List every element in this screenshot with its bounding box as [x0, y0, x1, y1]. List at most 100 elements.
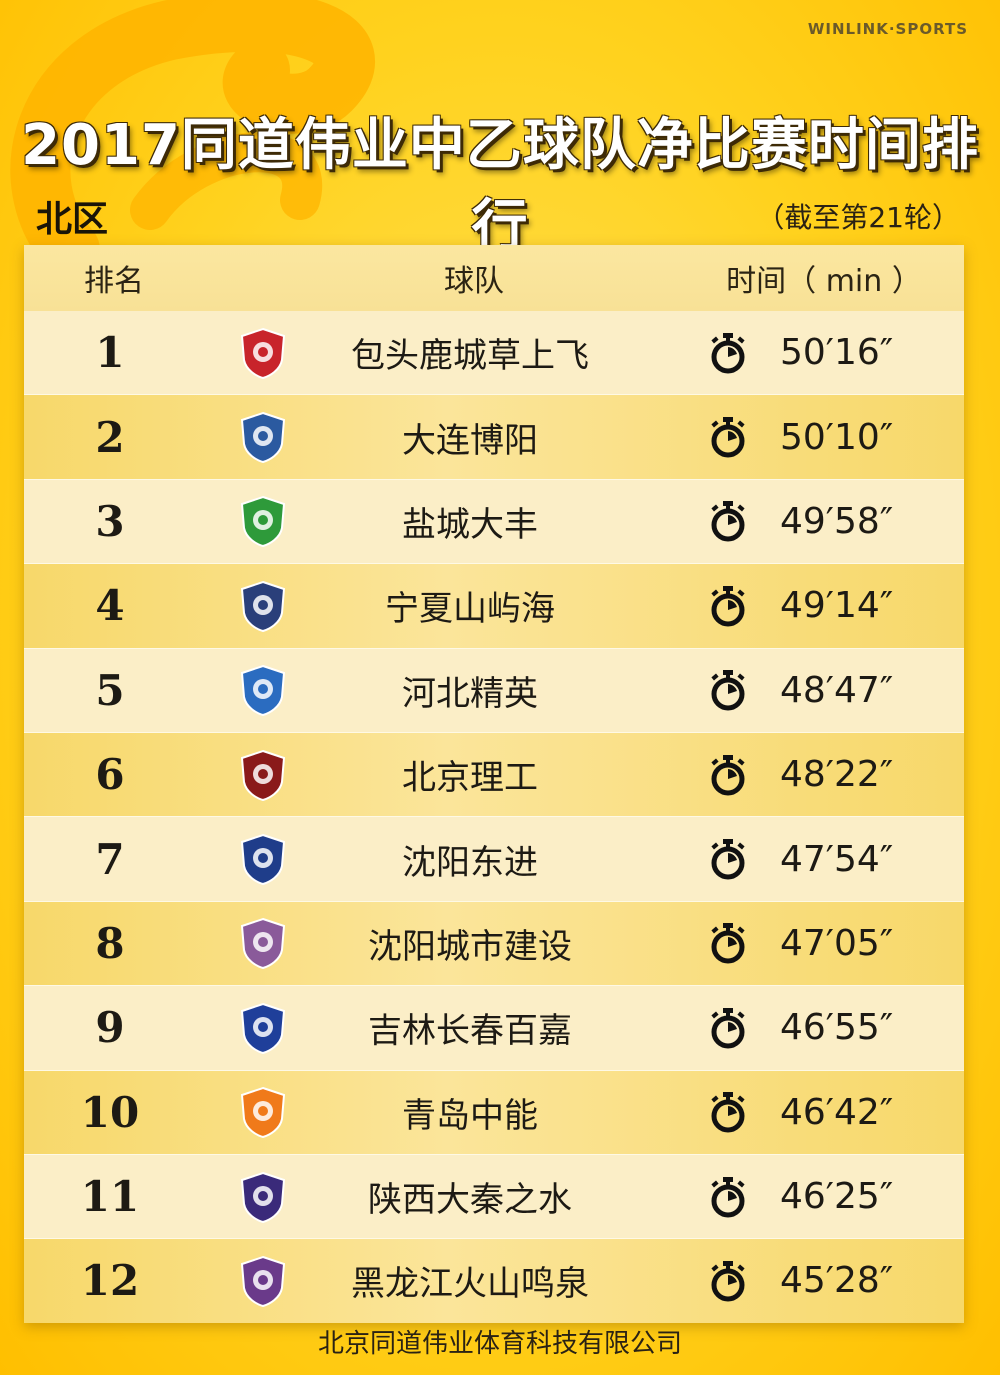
rank-number: 9 — [95, 1003, 125, 1053]
rank-number: 7 — [95, 834, 125, 884]
stopwatch-icon — [711, 1176, 745, 1218]
time-cell: 45′28″ — [708, 1260, 893, 1302]
rank-number: 8 — [95, 918, 125, 968]
row-divider — [24, 394, 964, 396]
round-blue-red-icon — [240, 412, 286, 464]
shield-wolf-icon — [240, 1171, 286, 1223]
crest-purple-icon — [240, 1255, 286, 1308]
stopwatch-icon — [711, 839, 745, 880]
header-time: 时间（ min ） — [726, 264, 922, 299]
header-team: 球队 — [444, 264, 504, 299]
table-row: 9 吉林长春百嘉 46′55″ — [24, 986, 964, 1070]
net-time: 50′16″ — [780, 332, 894, 374]
row-divider — [24, 478, 964, 480]
net-time: 49′14″ — [780, 585, 894, 627]
net-time: 47′05″ — [780, 922, 894, 964]
team-name: 青岛中能 — [402, 1095, 538, 1136]
shield-red-icon — [240, 327, 286, 379]
team-name: 河北精英 — [402, 673, 538, 714]
row-divider — [24, 1238, 964, 1240]
time-cell: 48′47″ — [708, 669, 893, 711]
shield-purple-icon — [240, 918, 286, 970]
table-row: 7 沈阳东进 47′54″ — [24, 817, 964, 901]
table-body: 1 包头鹿城草上飞 50′16″ 2 大连博阳 50′10″ 3 盐城大丰 49′58″ 4 宁夏山… — [24, 311, 964, 1323]
footer-company: 北京同道伟业体育科技有限公司 — [317, 1329, 682, 1359]
region-label: 北区 — [36, 199, 109, 240]
team-name: 大连博阳 — [402, 420, 538, 461]
table-row: 6 北京理工 48′22″ — [24, 732, 964, 817]
table-row: 4 宁夏山屿海 49′14″ — [24, 564, 964, 648]
time-cell: 47′05″ — [708, 922, 893, 964]
row-divider — [24, 563, 964, 565]
rank-number: 1 — [95, 328, 125, 378]
net-time: 48′47″ — [780, 669, 894, 711]
team-name: 沈阳东进 — [402, 842, 538, 883]
rank-number: 2 — [95, 412, 125, 462]
table-row: 8 沈阳城市建设 47′05″ — [24, 901, 964, 986]
time-cell: 49′14″ — [708, 585, 893, 627]
round-maroon-icon — [240, 749, 286, 801]
row-divider — [24, 1069, 964, 1071]
table-row: 5 河北精英 48′47″ — [24, 648, 964, 732]
stopwatch-icon — [711, 585, 745, 627]
stopwatch-icon — [711, 923, 745, 964]
table-row: 11 陕西大秦之水 46′25″ — [24, 1154, 964, 1239]
row-divider — [24, 731, 964, 733]
rank-number: 4 — [95, 581, 125, 631]
net-time: 48′22″ — [780, 754, 894, 796]
table-row: 3 盐城大丰 49′58″ — [24, 479, 964, 564]
time-cell: 49′58″ — [708, 500, 893, 542]
stopwatch-icon — [711, 501, 745, 542]
net-time: 49′58″ — [780, 500, 894, 542]
decorative-swirl-icon — [10, 0, 375, 260]
time-cell: 46′25″ — [708, 1176, 893, 1218]
team-name: 盐城大丰 — [402, 504, 538, 545]
net-time: 46′42″ — [780, 1091, 894, 1133]
stopwatch-icon — [711, 1260, 745, 1302]
crest-navy-icon — [240, 580, 286, 632]
stopwatch-icon — [711, 1007, 745, 1049]
team-name: 黑龙江火山鸣泉 — [351, 1264, 589, 1305]
time-cell: 47′54″ — [708, 838, 893, 880]
time-cell: 50′10″ — [708, 416, 893, 458]
stopwatch-icon — [711, 417, 745, 458]
time-cell: 48′22″ — [708, 754, 893, 796]
shield-navy-icon — [240, 833, 286, 886]
table-row: 1 包头鹿城草上飞 50′16″ — [24, 311, 964, 395]
rank-number: 3 — [95, 496, 125, 546]
rank-number: 5 — [95, 665, 125, 715]
header-rank: 排名 — [84, 264, 144, 299]
rank-number: 10 — [80, 1087, 140, 1137]
team-name: 沈阳城市建设 — [368, 926, 572, 967]
round-blue-icon — [240, 1002, 286, 1054]
net-time: 46′25″ — [780, 1176, 894, 1218]
team-name: 宁夏山屿海 — [385, 589, 555, 630]
table-row: 2 大连博阳 50′10″ — [24, 395, 964, 479]
stopwatch-icon — [711, 754, 745, 796]
table-row: 10 青岛中能 46′42″ — [24, 1070, 964, 1154]
as-of-note: （截至第21轮） — [756, 201, 960, 234]
rank-number: 11 — [80, 1172, 140, 1222]
row-divider — [24, 1153, 964, 1155]
row-divider — [24, 647, 964, 649]
time-cell: 46′55″ — [708, 1007, 893, 1049]
team-name: 包头鹿城草上飞 — [351, 336, 589, 377]
shield-green-icon — [240, 496, 286, 548]
row-divider — [24, 816, 964, 818]
stopwatch-icon — [711, 670, 745, 711]
table-header: 排名 球队 时间（ min ） — [24, 245, 964, 311]
table-row: 12 黑龙江火山鸣泉 45′28″ — [24, 1239, 964, 1323]
page-title: 2017同道伟业中乙球队净比赛时间排行 — [21, 113, 979, 259]
shield-orange-icon — [240, 1087, 286, 1139]
rank-number: 6 — [95, 750, 125, 800]
stopwatch-icon — [711, 1092, 745, 1133]
stopwatch-icon — [711, 332, 745, 374]
time-cell: 50′16″ — [708, 332, 893, 374]
team-name: 吉林长春百嘉 — [368, 1011, 572, 1052]
team-name: 北京理工 — [402, 758, 538, 799]
net-time: 50′10″ — [780, 416, 894, 458]
team-name: 陕西大秦之水 — [368, 1180, 572, 1221]
rank-number: 12 — [80, 1256, 140, 1306]
brand-logo-text: WINLINK·SPORTS — [807, 20, 968, 38]
row-divider — [24, 900, 964, 902]
